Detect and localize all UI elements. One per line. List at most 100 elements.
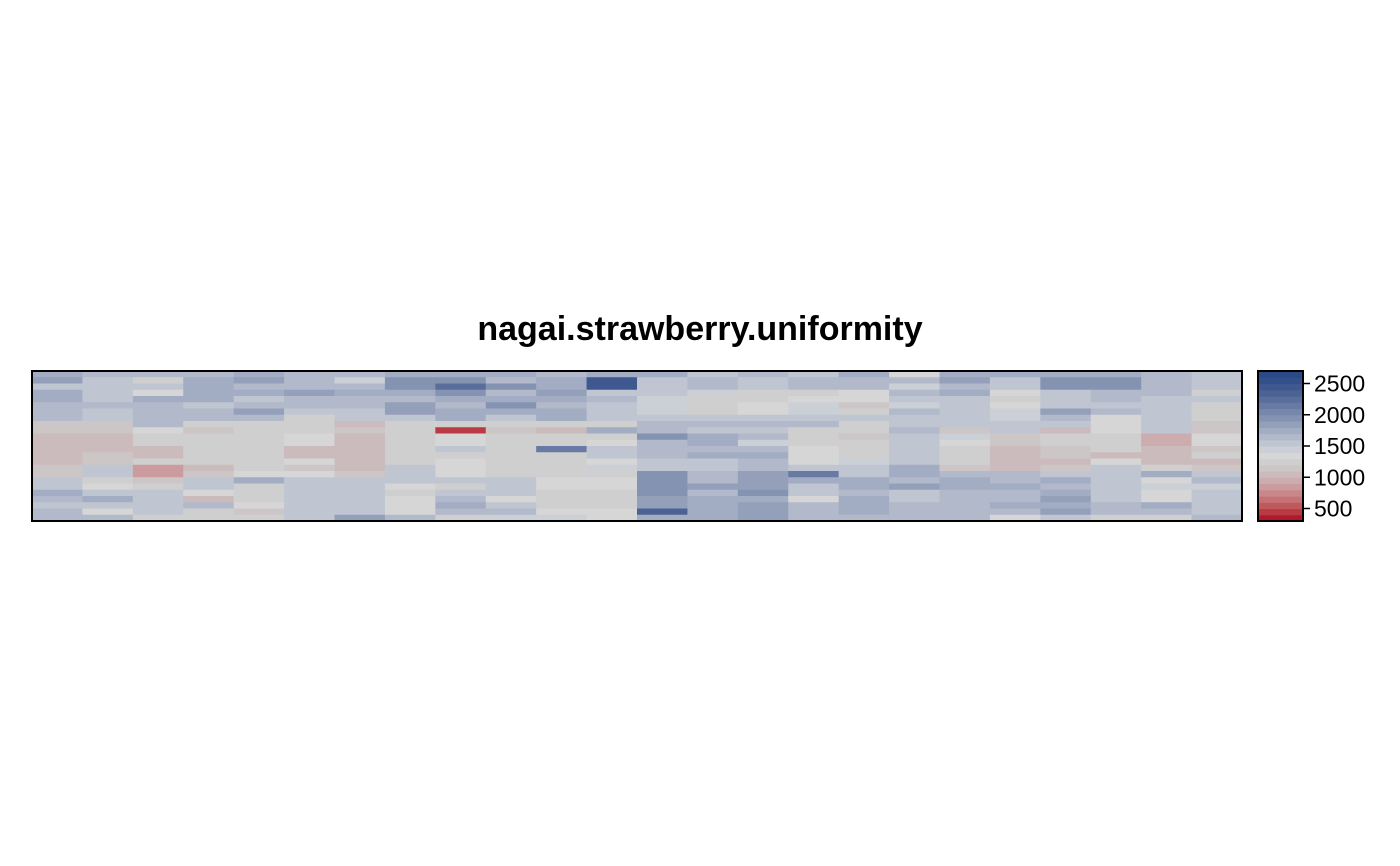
heatmap-cell: [838, 389, 890, 397]
heatmap-cell: [485, 471, 537, 478]
heatmap-cell: [989, 496, 1041, 503]
heatmap-cell: [637, 389, 689, 397]
heatmap-cell: [32, 396, 84, 403]
heatmap-cell: [939, 477, 991, 485]
heatmap-cell: [687, 446, 739, 453]
heatmap-cells: [32, 371, 1243, 522]
heatmap-cell: [1040, 471, 1092, 478]
heatmap-cell: [586, 483, 638, 491]
heatmap-cell: [788, 471, 840, 478]
heatmap-cell: [687, 414, 739, 422]
heatmap-cell: [334, 421, 386, 428]
heatmap-cell: [939, 396, 991, 403]
heatmap-cell: [334, 408, 386, 416]
heatmap-cell: [1090, 371, 1142, 378]
heatmap-cell: [82, 383, 134, 391]
heatmap-cell: [1040, 502, 1092, 510]
heatmap-cell: [637, 508, 689, 516]
legend-swatch: [1258, 408, 1303, 416]
heatmap-cell: [183, 458, 235, 466]
heatmap-cell: [637, 414, 689, 422]
heatmap-cell: [737, 458, 789, 466]
heatmap-cell: [284, 452, 336, 460]
heatmap-cell: [82, 508, 134, 516]
heatmap-cell: [1090, 452, 1142, 460]
heatmap-cell: [687, 396, 739, 403]
heatmap-cell: [485, 508, 537, 516]
heatmap-cell: [637, 433, 689, 441]
heatmap-cell: [1191, 439, 1243, 447]
heatmap-cell: [284, 371, 336, 378]
heatmap-cell: [737, 389, 789, 397]
heatmap-cell: [1090, 471, 1142, 478]
heatmap-cell: [32, 408, 84, 416]
heatmap-cell: [82, 496, 134, 503]
heatmap-cell: [637, 471, 689, 478]
heatmap-cell: [485, 489, 537, 497]
heatmap-cell: [183, 464, 235, 472]
heatmap-cell: [586, 433, 638, 441]
heatmap-cell: [284, 402, 336, 410]
legend-swatch: [1258, 477, 1303, 485]
heatmap-cell: [1191, 408, 1243, 416]
heatmap-cell: [1141, 421, 1193, 428]
heatmap-cell: [82, 427, 134, 435]
legend-swatch: [1258, 489, 1303, 497]
heatmap-cell: [687, 371, 739, 378]
heatmap-cell: [889, 477, 941, 485]
heatmap-cell: [939, 446, 991, 453]
heatmap-cell: [687, 389, 739, 397]
heatmap-cell: [82, 464, 134, 472]
heatmap-cell: [32, 452, 84, 460]
heatmap-cell: [637, 396, 689, 403]
heatmap-cell: [32, 439, 84, 447]
heatmap-cell: [435, 508, 487, 516]
legend-tick-label: 1500: [1314, 433, 1365, 459]
heatmap-cell: [637, 383, 689, 391]
heatmap-cell: [1040, 371, 1092, 378]
heatmap-cell: [687, 427, 739, 435]
heatmap-cell: [1040, 427, 1092, 435]
heatmap-cell: [435, 489, 487, 497]
heatmap-cell: [82, 471, 134, 478]
heatmap-cell: [536, 514, 588, 522]
heatmap-cell: [384, 458, 436, 466]
heatmap-cell: [1191, 452, 1243, 460]
heatmap-cell: [939, 408, 991, 416]
heatmap-cell: [82, 377, 134, 385]
heatmap-cell: [334, 514, 386, 522]
heatmap-cell: [334, 446, 386, 453]
heatmap-cell: [384, 377, 436, 385]
heatmap-cell: [637, 421, 689, 428]
heatmap-cell: [334, 471, 386, 478]
heatmap-cell: [384, 433, 436, 441]
heatmap-cell: [32, 483, 84, 491]
heatmap-cell: [939, 508, 991, 516]
heatmap-cell: [334, 452, 386, 460]
heatmap-cell: [1191, 508, 1243, 516]
heatmap-cell: [485, 408, 537, 416]
heatmap-cell: [132, 458, 184, 466]
heatmap-cell: [536, 458, 588, 466]
heatmap-cell: [384, 452, 436, 460]
heatmap-cell: [1040, 414, 1092, 422]
heatmap-cell: [687, 489, 739, 497]
heatmap-cell: [687, 421, 739, 428]
heatmap-cell: [939, 496, 991, 503]
heatmap-cell: [889, 433, 941, 441]
heatmap-cell: [586, 427, 638, 435]
heatmap-cell: [1090, 396, 1142, 403]
heatmap-cell: [1040, 433, 1092, 441]
heatmap-cell: [939, 439, 991, 447]
heatmap-cell: [82, 477, 134, 485]
heatmap-cell: [32, 389, 84, 397]
heatmap-cell: [284, 389, 336, 397]
heatmap-cell: [82, 446, 134, 453]
heatmap-cell: [838, 458, 890, 466]
heatmap-cell: [536, 389, 588, 397]
heatmap-cell: [939, 433, 991, 441]
heatmap-cell: [687, 402, 739, 410]
heatmap-cell: [1040, 389, 1092, 397]
heatmap-cell: [637, 502, 689, 510]
heatmap-cell: [939, 389, 991, 397]
